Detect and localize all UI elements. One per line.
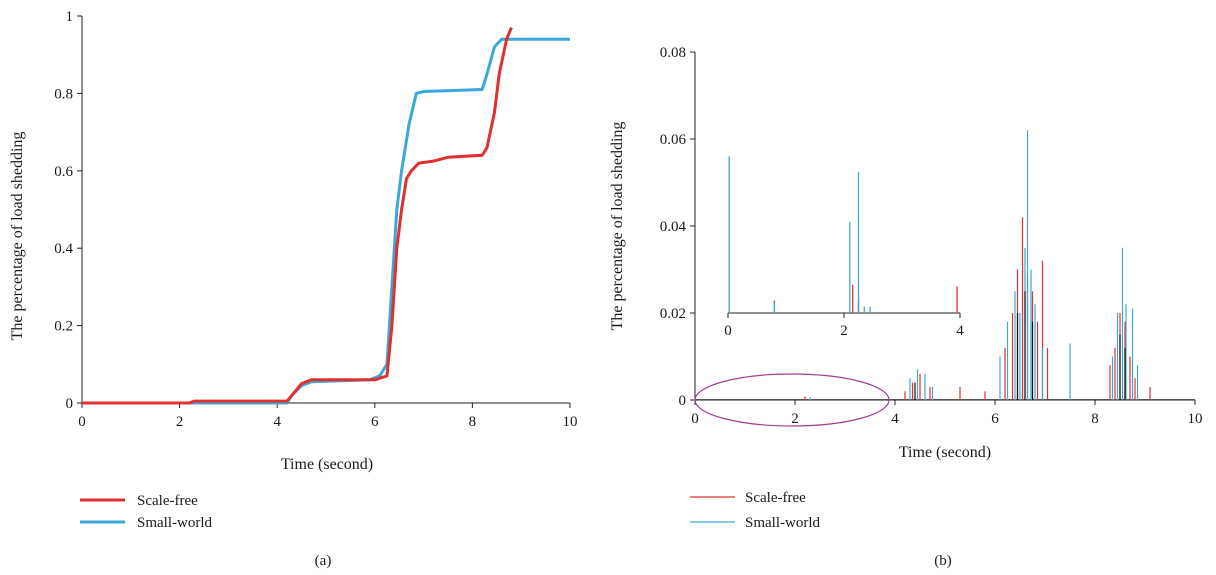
panel-b-caption: (b) [934, 553, 952, 569]
inset-xtick-label: 0 [724, 323, 732, 339]
legend-b-scale-free-label: Scale-free [745, 490, 806, 506]
panel-a-series-small-world [82, 37, 570, 405]
panel-b-xtick-label: 4 [891, 411, 899, 427]
panel-a-xtick-label: 4 [273, 414, 281, 430]
panel-b-ytick-label: 0.04 [660, 219, 687, 235]
panel-b-xtick-label: 8 [1091, 411, 1099, 427]
panel-b-xtick-label: 0 [691, 411, 699, 427]
panel-b-series-baseline [914, 291, 1126, 400]
panel-b-series-small-world [809, 130, 1139, 400]
panel-b-xtick-label: 2 [791, 411, 799, 427]
panel-a-chart: 0 2 4 6 8 10 0 0.2 0.4 0.6 0.8 1 [54, 9, 577, 430]
panel-a-ytick-label: 0 [66, 396, 74, 412]
panel-a-xtick-label: 6 [371, 414, 379, 430]
panel-b-chart: 0 2 4 6 8 10 0 0.02 0.04 0.06 0.08 0 2 4 [660, 45, 1203, 427]
panel-b-xtick-label: 6 [991, 411, 999, 427]
legend-b-small-world-label: Small-world [745, 515, 820, 531]
panel-a-ytick-label: 0.4 [54, 241, 73, 257]
panel-a-series-scale-free [82, 27, 513, 405]
panel-a-xtick-label: 10 [563, 414, 578, 430]
panel-a-xtick-label: 0 [78, 414, 86, 430]
inset-series-small-world [728, 156, 871, 313]
inset-series-scale-free [773, 284, 958, 313]
inset-xtick-label: 2 [840, 323, 848, 339]
panel-b-inset: 0 2 4 [724, 156, 964, 339]
panel-a-ytick-label: 0.2 [54, 319, 73, 335]
inset-xtick-label: 4 [956, 323, 964, 339]
panel-a-ylabel: The percentage of load shedding [9, 132, 26, 341]
panel-b-highlight-ellipse [694, 373, 890, 427]
legend-a-small-world-label: Small-world [137, 515, 212, 531]
panel-a-caption: (a) [315, 553, 332, 569]
panel-a-ytick-label: 0.6 [54, 164, 73, 180]
panel-a-xtick-label: 8 [469, 414, 477, 430]
panel-b-ytick-label: 0.02 [660, 306, 686, 322]
panel-b-ytick-label: 0 [679, 393, 687, 409]
panel-b-xlabel: Time (second) [899, 444, 991, 461]
panel-b-ytick-label: 0.06 [660, 132, 687, 148]
panel-b-ytick-label: 0.08 [660, 45, 686, 61]
panel-a-legend: Scale-free Small-world [80, 493, 212, 531]
legend-a-scale-free-label: Scale-free [137, 493, 198, 509]
panel-a-xlabel: Time (second) [281, 456, 373, 473]
panel-a-ytick-label: 0.8 [54, 86, 73, 102]
panel-b-xtick-label: 10 [1188, 411, 1203, 427]
panel-a-ytick-label: 1 [66, 9, 74, 25]
panel-b-ylabel: The percentage of load shedding [609, 122, 626, 331]
panel-b-legend: Scale-free Small-world [690, 490, 820, 531]
panel-b-series-scale-free [804, 217, 1151, 400]
panel-a-xtick-label: 2 [176, 414, 184, 430]
